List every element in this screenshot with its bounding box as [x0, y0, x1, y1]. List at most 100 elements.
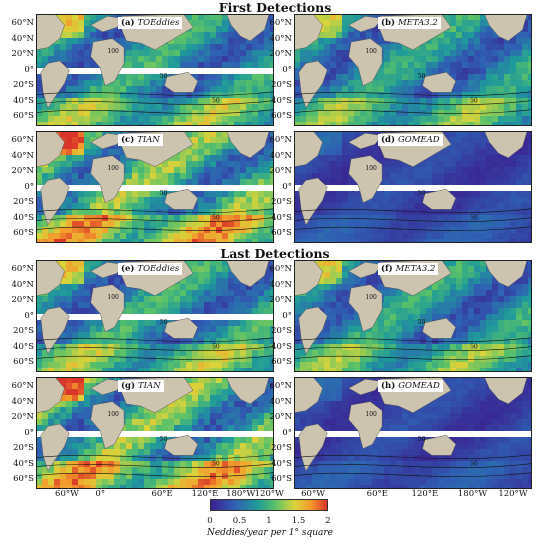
- heatmap-cell: [318, 92, 324, 98]
- heatmap-cell: [138, 191, 144, 197]
- heatmap-cell: [468, 278, 474, 284]
- heatmap-cell: [474, 122, 480, 126]
- heatmap-cell: [84, 86, 90, 92]
- heatmap-cell: [396, 173, 402, 179]
- heatmap-cell: [210, 215, 216, 221]
- heatmap-cell: [252, 233, 258, 239]
- heatmap-cell: [414, 74, 420, 80]
- heatmap-cell: [192, 419, 198, 425]
- heatmap-cell: [234, 296, 240, 302]
- heatmap-cell: [474, 137, 480, 143]
- heatmap-cell: [48, 407, 54, 413]
- heatmap-cell: [528, 143, 532, 149]
- heatmap-cell: [408, 332, 414, 338]
- heatmap-cell: [252, 284, 258, 290]
- heatmap-cell: [228, 179, 234, 185]
- heatmap-cell: [450, 296, 456, 302]
- heatmap-cell: [516, 80, 522, 86]
- heatmap-cell: [120, 110, 126, 116]
- heatmap-cell: [510, 332, 516, 338]
- heatmap-cell: [264, 326, 270, 332]
- heatmap-cell: [510, 203, 516, 209]
- heatmap-cell: [78, 383, 84, 389]
- heatmap-cell: [474, 155, 480, 161]
- heatmap-cell: [192, 191, 198, 197]
- map-panel-c: 100 50 50 (c) TIAN: [36, 131, 274, 243]
- heatmap-cell: [192, 167, 198, 173]
- heatmap-cell: [102, 104, 108, 110]
- heatmap-cell: [48, 56, 54, 62]
- heatmap-cell: [162, 362, 168, 368]
- heatmap-cell: [210, 290, 216, 296]
- heatmap-cell: [342, 302, 348, 308]
- heatmap-cell: [486, 368, 492, 372]
- heatmap-cell: [396, 344, 402, 350]
- heatmap-cell: [120, 116, 126, 122]
- heatmap-cell: [516, 332, 522, 338]
- heatmap-cell: [504, 110, 510, 116]
- heatmap-cell: [84, 383, 90, 389]
- heatmap-cell: [240, 284, 246, 290]
- heatmap-cell: [414, 167, 420, 173]
- heatmap-cell: [462, 56, 468, 62]
- heatmap-cell: [204, 413, 210, 419]
- heatmap-cell: [324, 131, 330, 137]
- heatmap-cell: [144, 50, 150, 56]
- heatmap-cell: [492, 326, 498, 332]
- heatmap-cell: [126, 338, 132, 344]
- heatmap-cell: [270, 278, 274, 284]
- heatmap-cell: [522, 116, 528, 122]
- heatmap-cell: [258, 122, 264, 126]
- heatmap-cell: [378, 203, 384, 209]
- heatmap-cell: [330, 44, 336, 50]
- heatmap-cell: [414, 221, 420, 227]
- heatmap-cell: [498, 344, 504, 350]
- heatmap-cell: [324, 344, 330, 350]
- heatmap-cell: [324, 62, 330, 68]
- heatmap-cell: [228, 50, 234, 56]
- heatmap-cell: [210, 155, 216, 161]
- heatmap-cell: [426, 56, 432, 62]
- heatmap-cell: [228, 344, 234, 350]
- heatmap-cell: [132, 74, 138, 80]
- heatmap-cell: [450, 143, 456, 149]
- heatmap-cell: [174, 239, 180, 243]
- heatmap-cell: [438, 338, 444, 344]
- heatmap-cell: [504, 50, 510, 56]
- heatmap-cell: [60, 86, 66, 92]
- heatmap-cell: [372, 260, 378, 266]
- heatmap-cell: [198, 179, 204, 185]
- heatmap-cell: [54, 407, 60, 413]
- heatmap-cell: [516, 98, 522, 104]
- heatmap-cell: [312, 209, 318, 215]
- heatmap-cell: [522, 20, 528, 26]
- heatmap-cell: [84, 419, 90, 425]
- heatmap-cell: [228, 320, 234, 326]
- heatmap-cell: [408, 104, 414, 110]
- heatmap-cell: [204, 221, 210, 227]
- heatmap-cell: [234, 44, 240, 50]
- heatmap-cell: [414, 116, 420, 122]
- heatmap-cell: [246, 155, 252, 161]
- heatmap-cell: [336, 68, 342, 74]
- heatmap-cell: [396, 110, 402, 116]
- heatmap-cell: [402, 239, 408, 243]
- heatmap-cell: [210, 104, 216, 110]
- heatmap-cell: [258, 56, 264, 62]
- heatmap-cell: [54, 419, 60, 425]
- heatmap-cell: [408, 56, 414, 62]
- heatmap-cell: [114, 278, 120, 284]
- heatmap-cell: [396, 44, 402, 50]
- heatmap-cell: [72, 26, 78, 32]
- heatmap-cell: [294, 86, 300, 92]
- heatmap-cell: [204, 137, 210, 143]
- heatmap-cell: [66, 26, 72, 32]
- heatmap-cell: [216, 449, 222, 455]
- heatmap-cell: [156, 179, 162, 185]
- heatmap-cell: [66, 86, 72, 92]
- heatmap-cell: [222, 14, 228, 20]
- heatmap-cell: [468, 215, 474, 221]
- heatmap-cell: [36, 419, 42, 425]
- heatmap-cell: [192, 377, 198, 383]
- heatmap-cell: [222, 326, 228, 332]
